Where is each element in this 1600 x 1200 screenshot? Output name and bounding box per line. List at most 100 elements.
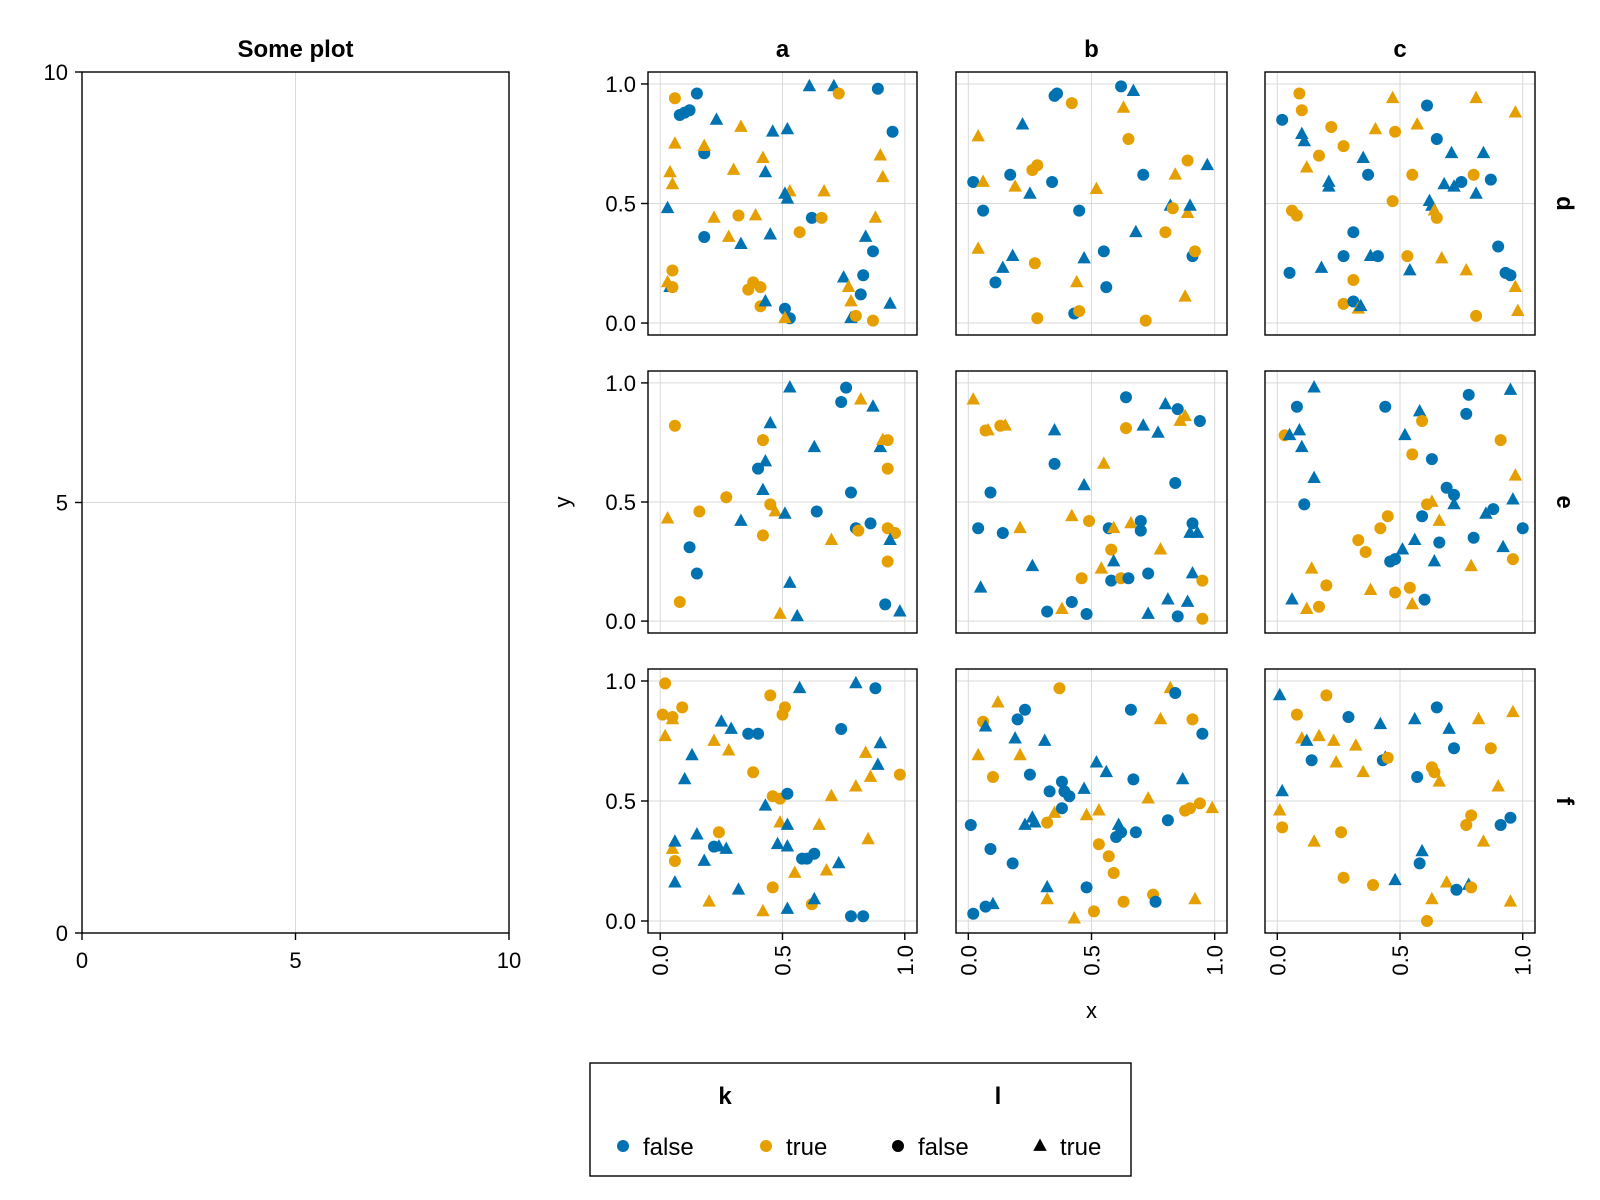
- scatter-point-triangle: [1175, 771, 1190, 785]
- scatter-point-triangle: [1464, 558, 1478, 572]
- scatter-point-triangle: [685, 747, 699, 761]
- scatter-point-triangle: [1437, 176, 1451, 190]
- scatter-point-circle: [1448, 488, 1460, 501]
- scatter-point-circle: [1295, 104, 1308, 117]
- legend-entry-label: false: [643, 1134, 694, 1161]
- y-tick-label: 0: [56, 921, 68, 946]
- scatter-point-triangle: [763, 415, 778, 429]
- scatter-point-triangle: [1079, 807, 1094, 821]
- scatter-point-triangle: [1153, 711, 1168, 725]
- scatter-point-circle: [1389, 586, 1402, 599]
- scatter-point-triangle: [1299, 601, 1314, 615]
- facet-grid: a b c d e f 0.0 0.5 1.0 0.0 0.5 1.0 0.0 0.5 1.0 0.0 0.5 1…: [550, 36, 1578, 1023]
- scatter-point-circle: [1367, 879, 1379, 891]
- x-tick-label: 1.0: [1203, 945, 1228, 976]
- scatter-point-triangle: [724, 721, 738, 734]
- scatter-point-circle: [881, 434, 894, 447]
- scatter-point-circle: [1290, 400, 1303, 413]
- scatter-point-triangle: [734, 119, 748, 132]
- scatter-point-circle: [854, 288, 867, 301]
- scatter-point-circle: [1159, 226, 1172, 239]
- scatter-point-circle: [967, 907, 980, 920]
- scatter-point-circle: [1494, 819, 1507, 831]
- scatter-point-circle: [996, 526, 1009, 539]
- column-label: c: [1393, 36, 1406, 63]
- scatter-point-triangle: [1432, 774, 1447, 787]
- scatter-point-triangle: [1427, 554, 1442, 567]
- facet-panel-a-d: [647, 71, 918, 336]
- scatter-point-circle: [1186, 517, 1199, 530]
- scatter-point-triangle: [1028, 815, 1042, 828]
- scatter-point-triangle: [973, 580, 988, 593]
- scatter-point-circle: [766, 881, 779, 894]
- scatter-point-triangle: [1077, 477, 1091, 491]
- scatter-point-circle: [972, 522, 985, 535]
- scatter-point-circle: [1031, 159, 1044, 172]
- scatter-point-triangle: [1292, 423, 1307, 436]
- scatter-point-circle: [1181, 154, 1194, 167]
- scatter-point-triangle: [1407, 711, 1422, 725]
- scatter-point-triangle: [734, 236, 748, 250]
- scatter-point-circle: [1381, 510, 1394, 523]
- scatter-point-circle: [1425, 453, 1438, 466]
- scatter-point-circle: [1320, 689, 1333, 702]
- scatter-point-circle: [1073, 204, 1086, 217]
- scatter-point-circle: [732, 209, 745, 222]
- scatter-point-triangle: [1067, 911, 1082, 924]
- scatter-point-triangle: [831, 855, 846, 869]
- scatter-point-triangle: [863, 769, 878, 782]
- scatter-point-triangle: [1407, 532, 1422, 545]
- scatter-point-triangle: [1025, 558, 1040, 572]
- scatter-point-triangle: [773, 606, 787, 619]
- scatter-point-circle: [1403, 581, 1416, 594]
- scatter-point-triangle: [756, 150, 770, 163]
- scatter-point-circle: [886, 125, 899, 138]
- scatter-point-circle: [756, 434, 769, 447]
- scatter-point-circle: [778, 302, 791, 315]
- scatter-point-circle: [1460, 819, 1473, 831]
- x-tick-label: 0.0: [648, 945, 673, 976]
- scatter-point-triangle: [783, 575, 797, 588]
- scatter-point-triangle: [1295, 439, 1309, 453]
- scatter-point-circle: [1127, 773, 1140, 786]
- scatter-point-circle: [1053, 682, 1066, 695]
- scatter-point-triangle: [1185, 565, 1200, 579]
- scatter-point-triangle: [731, 882, 746, 895]
- scatter-point-triangle: [697, 138, 711, 151]
- scatter-point-triangle: [1398, 427, 1412, 441]
- scatter-point-circle: [1134, 515, 1147, 528]
- scatter-point-triangle: [1111, 817, 1126, 830]
- legend-group-title: k: [718, 1083, 732, 1110]
- scatter-point-circle: [1018, 703, 1031, 716]
- scatter-point-triangle: [802, 78, 817, 92]
- scatter-point-triangle: [976, 174, 990, 187]
- scatter-point-triangle: [1055, 601, 1069, 615]
- legend-box: [589, 1062, 1132, 1177]
- panel-frame: [955, 71, 1228, 336]
- y-tick-label: 0.0: [605, 311, 636, 336]
- scatter-point-triangle: [1442, 721, 1456, 734]
- scatter-point-circle: [1467, 168, 1480, 181]
- scatter-point-triangle: [1459, 262, 1474, 276]
- scatter-point-triangle: [1092, 803, 1106, 816]
- scatter-point-triangle: [998, 418, 1013, 431]
- scatter-point-circle: [1430, 132, 1443, 145]
- scatter-point-circle: [1465, 881, 1478, 894]
- scatter-point-circle: [1073, 305, 1086, 318]
- scatter-point-circle: [810, 505, 823, 518]
- y-axis-label: y: [550, 497, 575, 508]
- scatter-point-circle: [1048, 457, 1061, 470]
- scatter-point-circle: [1487, 503, 1500, 516]
- scatter-point-circle: [989, 276, 1002, 289]
- scatter-point-circle: [1411, 771, 1424, 783]
- scatter-point-triangle: [824, 532, 839, 545]
- scatter-point-circle: [832, 87, 845, 100]
- plot-title: Some plot: [237, 36, 353, 63]
- scatter-point-circle: [1504, 269, 1517, 282]
- y-tick-label: 0.5: [605, 490, 636, 515]
- y-tick-label: 0.0: [605, 909, 636, 934]
- scatter-point-triangle: [1469, 186, 1483, 199]
- scatter-point-circle: [864, 517, 877, 530]
- y-tick-label: 0.0: [605, 609, 636, 634]
- scatter-point-triangle: [780, 901, 795, 914]
